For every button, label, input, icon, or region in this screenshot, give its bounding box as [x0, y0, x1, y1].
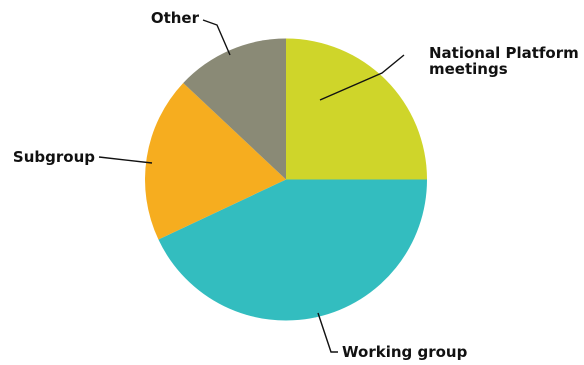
leader-line-national-platform-meetings: [319, 54, 405, 101]
slice-label-line: Working group: [342, 343, 468, 361]
slice-labels: National Platform meetings Working group Su…: [13, 9, 579, 361]
slice-label-line: National Platform: [429, 44, 579, 62]
leader-line-subgroup: [98, 156, 153, 164]
leader-line-working-group: [317, 312, 338, 353]
leader-lines: [98, 19, 405, 353]
slice-label-subgroup: Subgroup: [13, 148, 95, 166]
pie-slice-other: [183, 38, 286, 180]
pie-slice-national-platform-meetings: [286, 38, 427, 180]
pie-slice-subgroup: [145, 82, 286, 240]
slice-label-line: Subgroup: [13, 148, 95, 166]
slice-label-working-group: Working group: [342, 343, 468, 361]
slice-label-line: Other: [151, 9, 200, 27]
slice-label-national-platform-meetings: National Platform meetings: [429, 44, 579, 78]
leader-line-other: [202, 19, 231, 56]
slice-label-line: meetings: [429, 60, 508, 78]
pie-slice-working-group: [158, 179, 428, 321]
slice-label-other: Other: [151, 9, 200, 27]
pie-slices: [145, 38, 428, 321]
